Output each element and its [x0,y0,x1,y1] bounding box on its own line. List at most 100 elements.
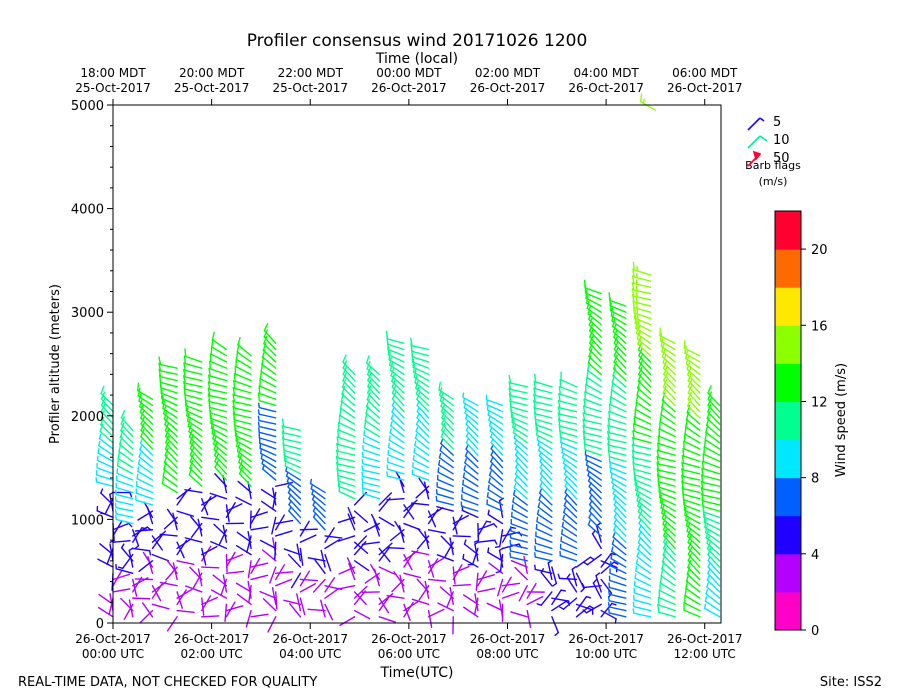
barb-shaft [378,597,390,614]
barb-shaft [137,510,154,521]
wind-barb [610,472,627,487]
barb-shaft [210,353,228,363]
barb-half-feather [610,552,617,556]
barb-full-feather [183,362,186,372]
wind-barb [636,551,652,568]
wind-barb [388,435,405,450]
barb-shaft [490,454,504,469]
x-tick-label-date: 26-Oct-2017 [371,632,447,646]
barb-shaft [189,442,203,456]
barb-full-feather [385,330,389,340]
barb-shaft [413,451,430,463]
barb-half-feather [390,414,394,420]
wind-barb [588,513,602,531]
barb-shaft [337,516,356,524]
wind-barb [409,337,430,351]
barb-half-feather [415,419,420,426]
barb-half-feather [489,463,493,470]
barb-shaft [585,391,602,400]
barb-full-feather [120,410,126,419]
barb-shaft [151,530,167,543]
barb-shaft [613,516,627,531]
wind-barb [608,403,627,419]
barb-shaft [685,357,701,369]
barb-full-feather [631,449,635,459]
barb-full-feather [158,368,162,378]
barb-full-feather [161,395,164,405]
barb-shaft [413,371,430,382]
wind-barb [533,405,553,419]
barb-shaft [440,405,454,419]
barb-shaft [415,387,430,400]
barb-shaft [687,405,701,419]
barb-shaft [159,370,178,376]
barb-full-feather [233,380,236,390]
barb-shaft [238,461,252,475]
barb-shaft [515,460,528,475]
barb-shaft [287,492,302,506]
wind-barb [151,553,170,562]
barb-shaft [151,585,162,602]
wind-barb [462,479,479,494]
barb-shaft [608,600,627,606]
barb-shaft [415,392,430,407]
wind-barb [324,535,343,539]
barb-shaft [608,456,627,463]
barb-full-feather [116,457,119,467]
barb-shaft [159,581,178,587]
barb-shaft [465,429,479,444]
barb-shaft [246,535,252,554]
barb-half-feather [539,481,543,488]
barb-shaft [363,522,380,533]
barb-shaft [499,553,504,573]
barb-shaft [611,381,627,394]
wind-barb [391,407,405,425]
barb-shaft [685,419,701,432]
wind-barb [523,555,528,574]
barb-half-feather [637,325,641,331]
wind-barb [232,405,252,419]
barb-shaft [324,577,336,593]
barb-shaft [271,586,277,606]
wind-barb [151,533,164,550]
x-tick-label-time: 06:00 UTC [378,647,440,661]
wind-barb [161,395,178,413]
barb-shaft [245,609,252,628]
barb-full-feather [409,337,413,347]
barb-shaft [613,504,627,519]
barb-half-feather [361,477,364,484]
barb-shaft [414,381,430,394]
barb-shaft [613,354,627,369]
barb-shaft [233,407,252,413]
barb-shaft [586,369,602,382]
barb-shaft [163,516,178,530]
barb-shaft [143,501,154,519]
x-tick-label-time: 02:00 UTC [181,647,243,661]
wind-barb [237,336,252,357]
wind-barb [634,401,652,419]
barb-shaft [534,418,553,425]
barb-shaft [209,375,228,382]
top-tick-label-date: 25-Oct-2017 [174,81,250,95]
barb-half-feather [571,566,577,570]
wind-barb [632,601,652,612]
wind-barb [435,495,454,506]
barb-shaft [510,537,528,543]
wind-barb [114,496,134,506]
wind-barb [366,385,380,407]
barb-shaft [261,463,277,475]
barb-half-feather [509,552,512,558]
wind-barb [607,424,627,438]
wind-profile-column [134,382,170,624]
wind-barb [403,499,418,512]
barb-shaft [275,591,278,610]
wind-barb [639,93,657,111]
barb-shaft [682,481,701,487]
barb-shaft [138,456,154,469]
barb-shaft [560,379,578,388]
barb-half-feather [635,297,638,304]
barb-shaft [391,380,405,394]
barb-half-feather [414,433,418,439]
barb-shaft [661,512,676,525]
barb-shaft [659,428,676,438]
